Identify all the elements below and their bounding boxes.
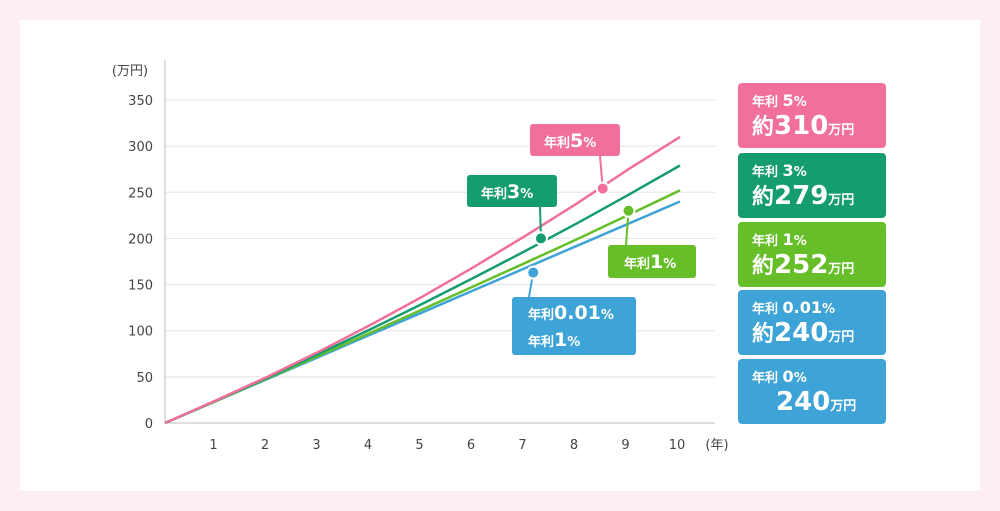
result-rate-line: 年利 0.01% [752,299,886,318]
result-amount-line: 240万円 [752,387,886,422]
result-approx: 約 [752,254,775,279]
result-rate-line: 年利 3% [752,162,886,181]
result-rate-prefix: 年利 [752,234,779,249]
x-tick-label: 1 [209,438,217,453]
y-tick-label: 100 [128,325,153,340]
result-rate-value: 3 [782,161,794,180]
callout-rate-3: 年利3% [467,175,557,207]
result-rate-prefix: 年利 [752,165,779,180]
callout-rate-1: 年利1% [608,245,696,278]
x-tick-label: 7 [518,438,526,453]
result-amount: 279 [774,181,829,211]
callout-rate-5: 年利5% [530,124,620,156]
result-rate-pct: % [793,95,807,110]
callout-rate-3-pct: % [520,187,534,202]
x-tick-label: 6 [467,438,475,453]
callout-rate-001-pct2: % [567,335,581,350]
result-rate-pct: % [793,165,807,180]
result-rate-line: 年利 1% [752,231,886,250]
x-axis-unit: (年) [705,438,728,453]
result-rate-prefix: 年利 [752,371,779,386]
series-marker-2 [621,203,636,218]
callout-rate-001-prefix2: 年利 [528,335,555,350]
callout-rate-001-prefix: 年利 [528,308,555,323]
x-tick-label: 5 [415,438,423,453]
x-tick-label: 8 [570,438,578,453]
x-tick-label: 4 [364,438,372,453]
x-tick-label: 3 [312,438,320,453]
y-tick-label: 200 [128,232,153,247]
series-marker-0 [595,181,610,196]
callout-rate-001-line1: 年利0.01% [528,301,636,328]
result-box-rate-3: 年利 3% 約279万円 [738,153,886,218]
callout-rate-001-line2: 年利1% [528,328,636,355]
result-approx: 約 [752,185,775,210]
result-rate-pct: % [822,302,836,317]
y-tick-label: 50 [136,371,153,386]
result-rate-value: 0 [782,367,794,386]
x-tick-label: 10 [669,438,686,453]
result-amount-line: 約240万円 [752,318,886,353]
x-tick-label: 9 [621,438,629,453]
callout-rate-5-prefix: 年利 [544,136,571,151]
result-unit: 万円 [828,123,855,138]
callout-rate-1-num: 1 [650,251,664,273]
result-amount: 240 [776,387,831,417]
result-rate-value: 1 [782,230,794,249]
result-box-rate-5: 年利 5% 約310万円 [738,83,886,148]
series-line-1 [164,164,681,425]
callout-rate-001-num: 0.01 [554,302,601,324]
result-unit: 万円 [830,399,857,414]
result-rate-pct: % [793,234,807,249]
series-marker-1 [533,231,548,246]
result-rate-value: 0.01 [782,298,823,317]
x-tick-label: 2 [261,438,269,453]
result-unit: 万円 [828,193,855,208]
result-rate-prefix: 年利 [752,95,779,110]
y-tick-label: 350 [128,94,153,109]
callout-rate-5-pct: % [583,136,597,151]
callout-rate-001-num2: 1 [554,329,568,351]
result-amount: 310 [774,111,829,141]
result-unit: 万円 [828,330,855,345]
result-approx: 約 [752,322,775,347]
result-rate-line: 年利 0% [752,368,886,387]
result-rate-value: 5 [782,91,794,110]
result-amount: 240 [774,318,829,348]
series-line-0 [164,135,681,425]
series-marker-3 [526,265,541,280]
callout-rate-5-num: 5 [570,130,584,152]
result-approx: 約 [752,115,775,140]
result-rate-line: 年利 5% [752,92,886,111]
result-box-rate-1: 年利 1% 約252万円 [738,222,886,287]
result-box-rate-001: 年利 0.01% 約240万円 [738,290,886,355]
callout-rate-001: 年利0.01% 年利1% [512,297,636,355]
y-tick-label: 300 [128,140,153,155]
result-amount-line: 約310万円 [752,111,886,146]
result-unit: 万円 [828,262,855,277]
result-rate-prefix: 年利 [752,302,779,317]
y-axis-unit: (万円) [112,64,148,79]
result-amount-line: 約252万円 [752,250,886,285]
callout-rate-1-pct: % [663,257,677,272]
callout-rate-001-pct: % [600,308,614,323]
result-amount: 252 [774,250,829,280]
y-tick-label: 0 [145,417,153,432]
y-tick-label: 250 [128,186,153,201]
result-rate-pct: % [793,371,807,386]
result-amount-line: 約279万円 [752,181,886,216]
callout-rate-1-prefix: 年利 [624,257,651,272]
callout-rate-3-prefix: 年利 [481,187,508,202]
y-tick-label: 150 [128,279,153,294]
result-box-rate-0: 年利 0% 240万円 [738,359,886,424]
callout-rate-3-num: 3 [507,181,521,203]
